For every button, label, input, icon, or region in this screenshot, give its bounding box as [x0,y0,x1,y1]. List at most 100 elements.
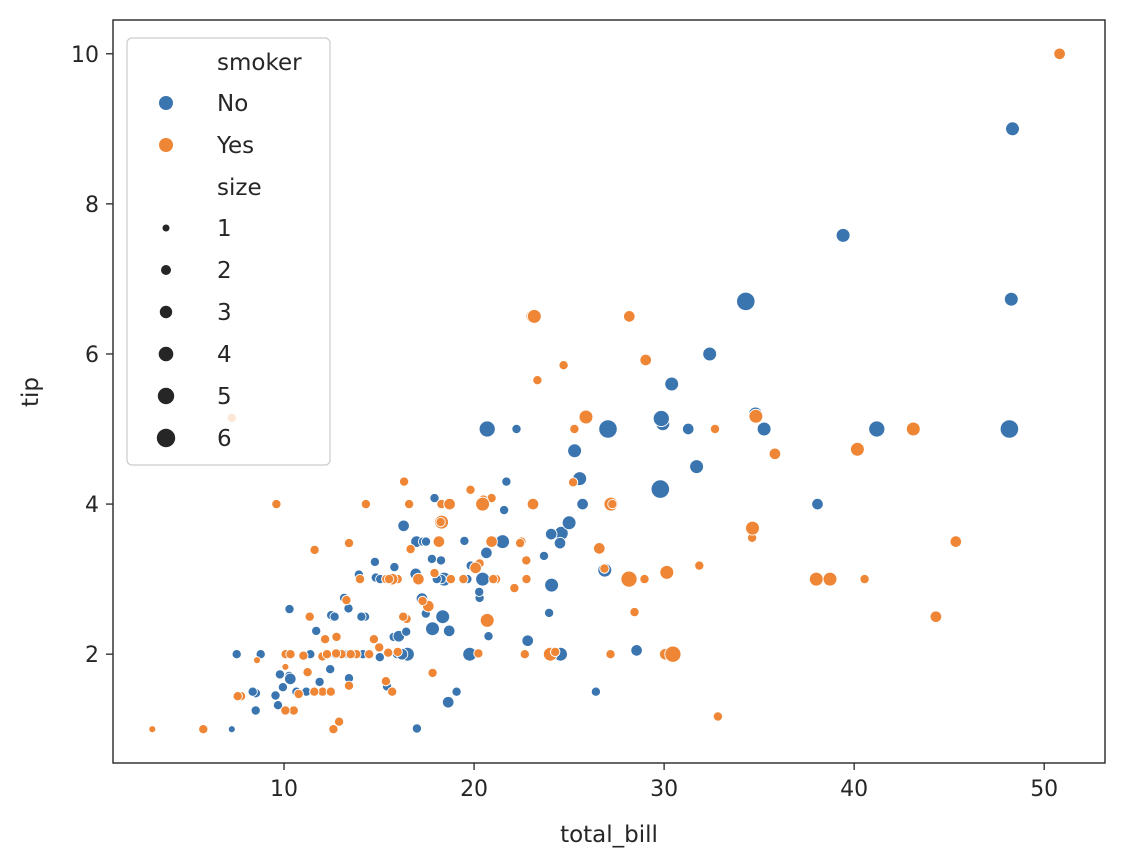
scatter-point-no [689,459,704,474]
scatter-point-yes [558,360,569,371]
scatter-point-yes [664,645,682,663]
scatter-point-yes [392,646,403,658]
scatter-point-no [411,723,423,734]
scatter-point-yes [526,308,542,324]
legend-size-marker-1 [162,224,170,232]
scatter-point-no [356,611,367,622]
scatter-point-yes [148,725,157,734]
scatter-point-no [429,493,440,504]
scatter-point-no [576,497,589,511]
scatter-point-yes [325,686,336,697]
scatter-point-yes [343,537,355,549]
scatter-point-yes [485,535,498,548]
scatter-point-no [397,519,410,533]
scatter-point-yes [550,646,561,658]
scatter-point-yes [334,716,345,727]
scatter-point-yes [519,649,530,660]
legend-label-yes: Yes [216,133,254,159]
scatter-point-yes [405,543,416,555]
scatter-point-yes [532,375,543,386]
y-tick-label: 4 [85,493,99,518]
scatter-point-yes [768,447,782,461]
scatter-point-yes [509,582,520,594]
scatter-point-no [325,664,336,675]
legend-size-label-5: 5 [217,384,232,410]
legend: smoker No Yes size 1 2 3 4 5 6 [126,37,331,466]
legend-size-marker-6 [156,428,176,448]
scatter-point-yes [321,649,333,660]
scatter-point-yes [469,561,482,575]
scatter-point-no [501,476,512,487]
y-axis-label: tip [18,377,44,407]
scatter-point-yes [620,570,638,588]
legend-label-no: No [217,91,248,117]
plot-frame [112,19,1106,764]
scatter-point-yes [429,567,440,579]
legend-size-marker-4 [158,346,174,362]
scatter-point-yes [380,676,392,687]
scatter-point-yes [427,667,438,679]
scatter-point-yes [398,611,409,622]
scatter-point-yes [309,544,320,556]
scatter-point-yes [368,634,380,645]
scatter-point-no [343,603,354,614]
scatter-point-no [250,705,261,716]
scatter-point-yes [383,647,394,658]
scatter-point-no [480,546,493,560]
scatter-point-yes [281,662,290,671]
scatter-point-no [1005,121,1020,137]
scatter-point-yes [709,423,721,435]
scatter-point-no [630,644,643,657]
scatter-point-no [231,649,242,660]
scatter-point-yes [479,613,495,628]
scatter-point-no [435,555,447,566]
scatter-point-yes [629,606,640,618]
legend-size-label-1: 1 [217,216,232,242]
scatter-point-yes [293,688,304,700]
scatter-point-yes [694,560,705,571]
scatter-point-no [835,227,851,243]
scatter-point-yes [607,499,618,510]
series-yes-points [148,47,1066,735]
scatter-point-no [227,725,236,734]
scatter-point-yes [458,573,469,585]
scatter-point-yes [745,520,760,536]
scatter-point-yes [443,497,456,511]
scatter-point-yes [514,537,526,549]
scatter-point-no [270,690,281,701]
scatter-point-no [652,409,670,428]
legend-size-marker-3 [159,305,173,319]
scatter-point-no [475,571,490,587]
scatter-point-no [401,626,412,637]
x-tick-label: 30 [650,777,678,802]
scatter-point-no [1003,291,1019,307]
scatter-point-no [389,561,400,573]
scatter-point-no [329,611,340,622]
scatter-point-yes [605,649,616,660]
scatter-point-yes [465,484,476,495]
scatter-point-yes [578,409,594,425]
scatter-point-yes [475,496,490,512]
scatter-point-yes [302,667,313,678]
scatter-point-yes [593,542,606,555]
scatter-point-yes [850,441,865,457]
scatter-point-no [277,682,289,693]
scatter-point-yes [905,421,921,437]
scatter-point-yes [404,499,415,510]
y-tick-label: 6 [85,343,99,368]
scatter-point-no [311,625,322,637]
x-tick-label: 20 [460,777,488,802]
scatter-point-no [369,556,381,568]
scatter-point-no [483,631,494,642]
scatter-point-no [702,346,718,362]
scatter-point-no [811,497,824,511]
scatter-point-yes [198,724,209,735]
scatter-point-no [511,423,522,435]
scatter-point-no [284,603,295,615]
scatter-point-no [590,686,602,697]
scatter-point-no [544,527,558,541]
legend-size-label-3: 3 [217,300,232,326]
legend-size-label-2: 2 [217,258,232,284]
scatter-point-yes [374,642,385,653]
